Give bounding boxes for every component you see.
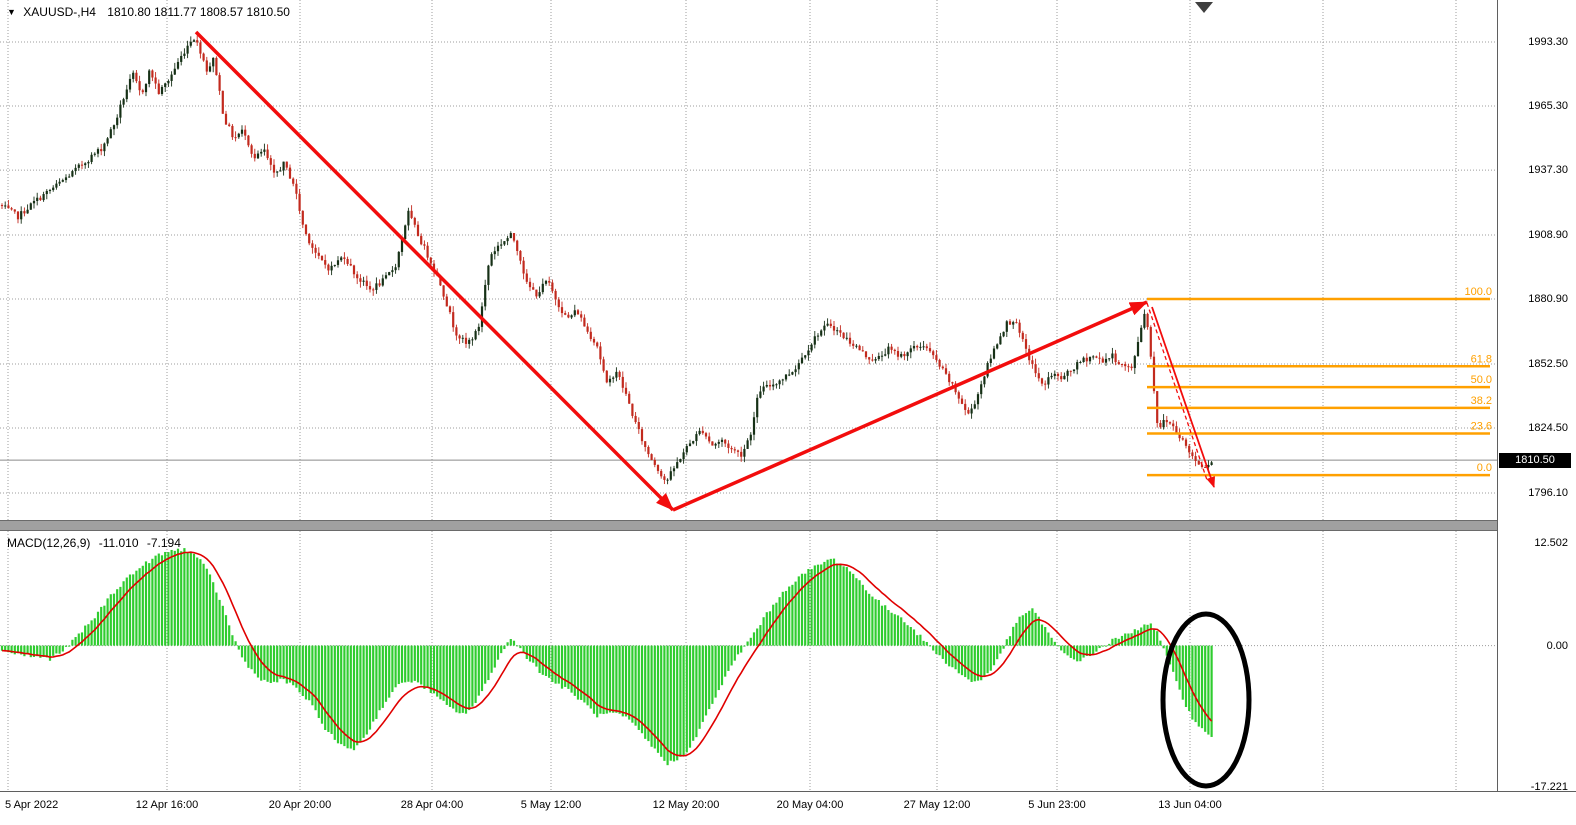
time-axis[interactable]: 5 Apr 2022 12 Apr 16:00 20 Apr 20:00 28 Apr… [0,791,1576,825]
time-tick-label: 12 May 20:00 [652,799,720,811]
macd-tick-label: -17.221 [1530,780,1568,793]
price-tick-label: 1824.50 [1528,422,1568,435]
fib-level-label: 61.8 [1471,353,1492,365]
collapse-ohlc-icon[interactable]: ▼ [7,7,16,17]
ohlc-values: 1810.80 1811.77 1808.57 1810.50 [107,5,290,19]
fibonacci-retracement[interactable]: 100.0 61.8 50.0 38.2 23.6 0.0 [1147,286,1492,477]
price-tick-label: 1880.90 [1528,293,1568,306]
price-tick-label: 1796.10 [1528,487,1568,499]
fib-level-label: 38.2 [1471,395,1492,407]
price-tick-label: 1937.30 [1528,164,1568,177]
price-tick-label: 1908.90 [1528,229,1568,242]
chart-title: ▼ XAUUSD-,H4 1810.80 1811.77 1808.57 181… [7,5,290,19]
time-tick-label: 12 Apr 16:00 [135,799,199,811]
time-tick-label: 5 May 12:00 [520,799,582,811]
price-tick-label: 1993.30 [1528,36,1568,48]
panel-splitter[interactable] [0,520,1576,531]
price-axis[interactable]: 1993.30 1965.30 1937.30 1908.90 1880.90 1852.… [1497,0,1576,793]
fib-level-label: 50.0 [1471,374,1492,386]
time-tick-label: 5 Apr 2022 [5,799,59,811]
macd-indicator-canvas[interactable] [0,531,1497,791]
candles-layer [0,35,1213,485]
price-tick-label: 1965.30 [1528,100,1568,113]
time-tick-label: 28 Apr 04:00 [400,799,464,811]
time-tick-label: 13 Jun 04:00 [1158,799,1222,811]
time-tick-label: 20 Apr 20:00 [268,799,332,811]
fib-level-label: 100.0 [1464,286,1492,298]
current-price-badge: 1810.50 [1499,452,1571,468]
time-tick-label: 27 May 12:00 [903,799,971,811]
fib-level-label: 23.6 [1471,421,1492,433]
time-tick-label: 5 Jun 23:00 [1028,799,1086,811]
price-chart-canvas[interactable]: 100.0 61.8 50.0 38.2 23.6 0.0 [0,0,1497,520]
macd-main-value: -11.010 [98,536,139,550]
macd-histogram [0,548,1213,766]
price-tick-label: 1852.50 [1528,358,1568,370]
macd-tick-label: 0.00 [1546,639,1568,652]
macd-name: MACD(12,26,9) [7,536,91,550]
macd-tick-label: 12.502 [1534,536,1568,549]
macd-label: MACD(12,26,9) -11.010 -7.194 [7,536,186,550]
time-tick-label: 20 May 04:00 [776,799,844,811]
fib-level-label: 0.0 [1477,462,1492,474]
symbol-period-label: XAUUSD-,H4 [23,5,96,19]
macd-signal-value: -7.194 [146,536,181,550]
macd-signal-line [1,551,1213,757]
